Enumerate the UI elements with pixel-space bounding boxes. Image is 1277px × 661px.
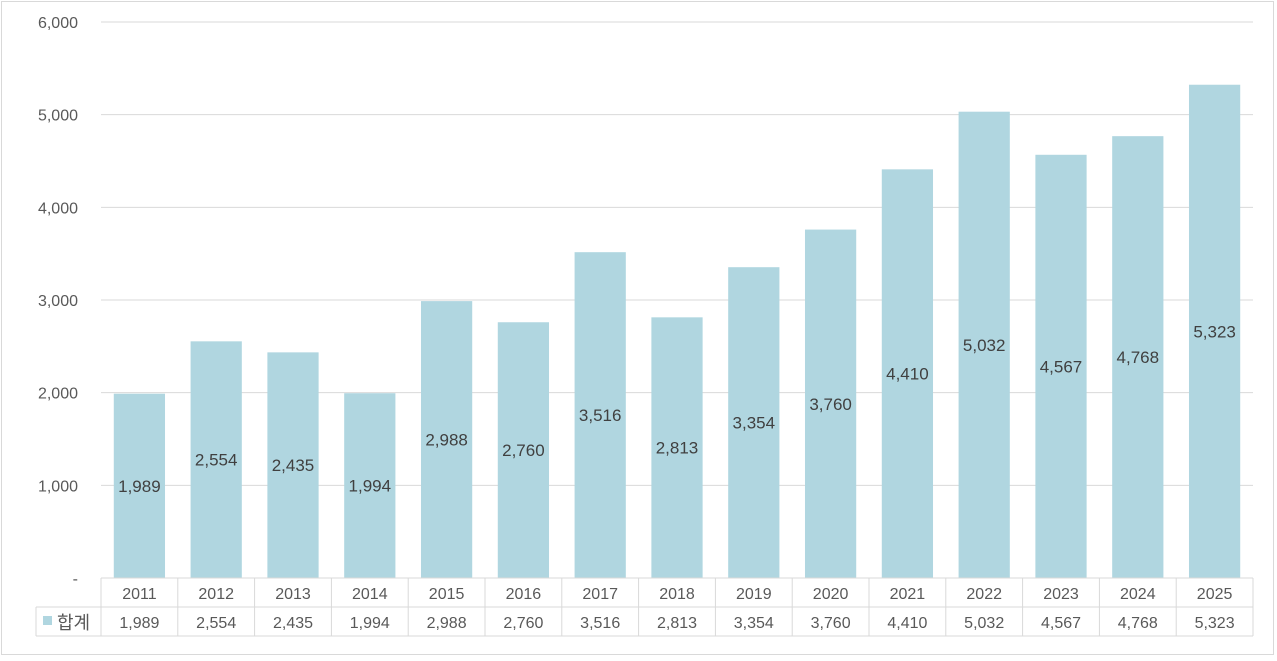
y-tick-label: 6,000 bbox=[38, 15, 78, 32]
x-category-label: 2014 bbox=[352, 586, 388, 603]
x-category-label: 2019 bbox=[736, 586, 772, 603]
data-table: 2011 1,989 2012 2,554 2013 2,435 2014 1,994 2015… bbox=[35, 577, 1254, 637]
bar bbox=[651, 317, 703, 578]
bar-data-label: 4,567 bbox=[1040, 357, 1083, 376]
bar-data-label: 1,994 bbox=[349, 477, 392, 496]
bar-data-label: 5,323 bbox=[1193, 322, 1236, 341]
table-value: 2,435 bbox=[273, 615, 313, 632]
legend-label: 합계 bbox=[57, 613, 90, 633]
bar-data-labels: 1,989 2,554 2,435 1,994 2,988 2,760 3,516 2,813… bbox=[118, 322, 1236, 495]
bar-data-label: 2,760 bbox=[502, 441, 545, 460]
x-category-label: 2012 bbox=[198, 586, 234, 603]
y-tick-label: 5,000 bbox=[38, 108, 78, 125]
table-value: 4,567 bbox=[1041, 615, 1081, 632]
y-axis-tick-labels: - 1,000 2,000 3,000 4,000 5,000 6,000 bbox=[38, 15, 78, 588]
table-value: 2,760 bbox=[503, 615, 543, 632]
bar-data-label: 2,813 bbox=[656, 439, 699, 458]
table-value: 3,354 bbox=[734, 615, 774, 632]
table-value: 5,323 bbox=[1195, 615, 1235, 632]
x-category-label: 2024 bbox=[1120, 586, 1156, 603]
table-value: 1,994 bbox=[350, 615, 390, 632]
bar-data-label: 5,032 bbox=[963, 336, 1006, 355]
x-category-label: 2013 bbox=[275, 586, 311, 603]
bar bbox=[267, 352, 319, 578]
y-tick-label: 4,000 bbox=[38, 200, 78, 217]
bar bbox=[881, 169, 934, 578]
table-value: 1,989 bbox=[119, 615, 159, 632]
y-tick-label: 3,000 bbox=[38, 293, 78, 310]
x-category-label: 2011 bbox=[122, 586, 157, 603]
bar-data-label: 3,760 bbox=[809, 395, 852, 414]
bar bbox=[1035, 154, 1087, 579]
bar-data-label: 3,354 bbox=[733, 414, 776, 433]
bar bbox=[1188, 84, 1241, 578]
table-value: 3,516 bbox=[580, 615, 620, 632]
bar-data-label: 4,410 bbox=[886, 365, 929, 384]
x-category-label: 2021 bbox=[890, 586, 926, 603]
legend-key bbox=[43, 616, 52, 625]
table-value: 2,554 bbox=[196, 615, 236, 632]
bar-series bbox=[113, 84, 1241, 579]
x-category-label: 2018 bbox=[659, 586, 695, 603]
bar bbox=[344, 393, 396, 578]
bar bbox=[804, 229, 857, 578]
table-value: 2,813 bbox=[657, 615, 697, 632]
x-category-label: 2020 bbox=[813, 586, 849, 603]
table-value: 4,768 bbox=[1118, 615, 1158, 632]
y-tick-label: 1,000 bbox=[38, 478, 78, 495]
table-value: 2,988 bbox=[427, 615, 467, 632]
bar bbox=[574, 252, 626, 578]
x-category-label: 2015 bbox=[429, 586, 465, 603]
table-value: 5,032 bbox=[964, 615, 1004, 632]
bar-data-label: 3,516 bbox=[579, 406, 622, 425]
x-category-label: 2023 bbox=[1043, 586, 1079, 603]
bar bbox=[420, 301, 473, 578]
bar bbox=[113, 393, 166, 578]
table-value: 4,410 bbox=[887, 615, 927, 632]
x-category-label: 2016 bbox=[506, 586, 542, 603]
bar bbox=[190, 341, 242, 578]
x-category-label: 2022 bbox=[966, 586, 1002, 603]
bar-data-label: 4,768 bbox=[1117, 348, 1160, 367]
x-category-label: 2017 bbox=[582, 586, 618, 603]
y-tick-label: 2,000 bbox=[38, 386, 78, 403]
bar bbox=[728, 267, 780, 578]
bar-data-label: 2,988 bbox=[425, 431, 468, 450]
table-value: 3,760 bbox=[811, 615, 851, 632]
bar-data-label: 2,554 bbox=[195, 451, 238, 470]
y-tick-label: - bbox=[73, 571, 78, 588]
bar bbox=[958, 111, 1010, 579]
bar-data-label: 1,989 bbox=[118, 477, 161, 496]
bar bbox=[1112, 136, 1164, 578]
bar bbox=[497, 322, 550, 578]
bar-data-label: 2,435 bbox=[272, 456, 315, 475]
x-category-label: 2025 bbox=[1197, 586, 1233, 603]
